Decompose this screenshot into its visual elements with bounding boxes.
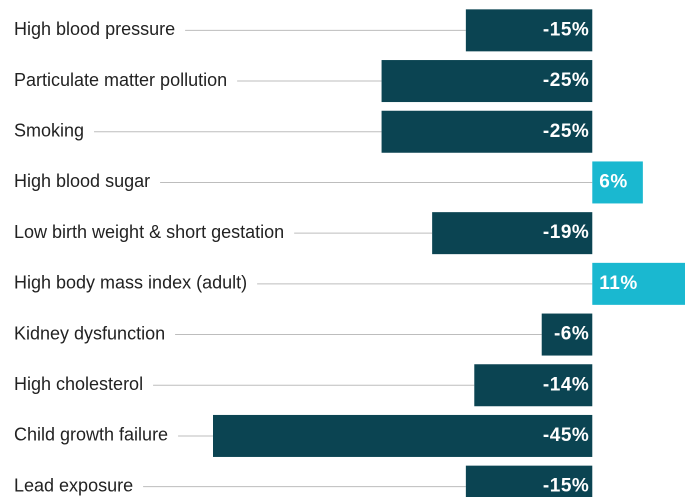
category-label: Child growth failure	[14, 425, 168, 445]
category-label: Low birth weight & short gestation	[14, 222, 284, 242]
value-label: -45%	[543, 425, 589, 446]
bar	[432, 212, 593, 255]
category-label: High cholesterol	[14, 374, 143, 394]
value-label: -14%	[543, 374, 589, 395]
category-label: High blood sugar	[14, 171, 150, 191]
value-label: -25%	[543, 70, 589, 91]
bar	[465, 465, 593, 497]
bar	[541, 313, 593, 356]
value-label: 11%	[599, 273, 637, 294]
value-label: -15%	[543, 476, 589, 497]
bar	[592, 262, 685, 305]
category-label: Lead exposure	[14, 475, 133, 495]
bar	[474, 364, 593, 407]
bar	[465, 9, 593, 52]
value-label: -19%	[543, 222, 589, 243]
value-label: -15%	[543, 19, 589, 40]
bar	[381, 60, 593, 103]
bar	[213, 414, 593, 457]
value-label: -25%	[543, 121, 589, 142]
category-label: High blood pressure	[14, 19, 175, 39]
value-label: -6%	[554, 324, 589, 345]
value-label: 6%	[599, 171, 627, 192]
category-label: Smoking	[14, 121, 84, 141]
category-label: High body mass index (adult)	[14, 273, 247, 293]
bar	[381, 110, 593, 153]
category-label: Particulate matter pollution	[14, 70, 227, 90]
category-label: Kidney dysfunction	[14, 323, 165, 343]
bar	[592, 161, 643, 204]
